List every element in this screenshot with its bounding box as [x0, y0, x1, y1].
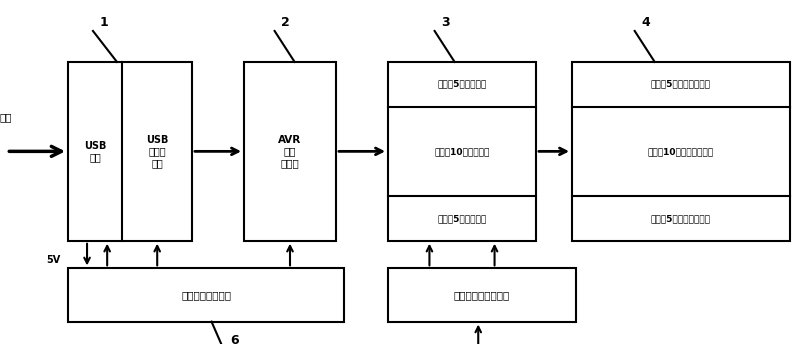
Text: 第三组5个两相步进电机: 第三组5个两相步进电机	[651, 214, 710, 223]
Text: 6: 6	[230, 334, 238, 344]
Text: 5V: 5V	[46, 255, 60, 265]
Text: 第三组5个驱动芯片: 第三组5个驱动芯片	[438, 214, 486, 223]
Text: 数据: 数据	[0, 112, 13, 122]
Bar	[572, 62, 790, 241]
Text: 第二组10个驱动芯片: 第二组10个驱动芯片	[434, 147, 490, 156]
Bar	[388, 268, 576, 322]
Text: 3: 3	[441, 16, 450, 29]
Bar	[68, 268, 344, 322]
Text: 2: 2	[281, 16, 290, 29]
Text: 低压差线性稳压器: 低压差线性稳压器	[181, 290, 231, 300]
Text: 三个开关电压调节器: 三个开关电压调节器	[454, 290, 510, 300]
Text: 第一组5个两相步进电机: 第一组5个两相步进电机	[651, 80, 710, 89]
Text: USB
转串口
芯片: USB 转串口 芯片	[146, 135, 168, 168]
Text: 第二组10个两相步进电机: 第二组10个两相步进电机	[648, 147, 714, 156]
Bar	[68, 62, 192, 241]
Text: 4: 4	[641, 16, 650, 29]
Text: 1: 1	[99, 16, 108, 29]
Text: USB
接口: USB 接口	[84, 141, 106, 162]
Text: 第一组5个驱动芯片: 第一组5个驱动芯片	[438, 80, 486, 89]
Text: AVR
系列
单片机: AVR 系列 单片机	[278, 135, 302, 168]
Bar	[388, 62, 536, 241]
Bar	[244, 62, 336, 241]
